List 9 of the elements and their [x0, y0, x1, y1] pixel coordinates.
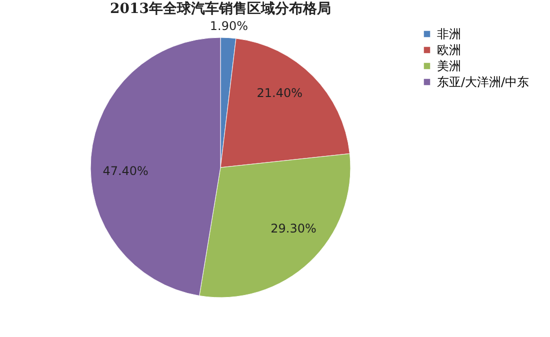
legend-label: 东亚/大洋洲/中东 — [437, 75, 530, 89]
chart-title: 2013年全球汽车销售区域分布格局 — [110, 0, 331, 17]
data-label: 29.30% — [270, 221, 316, 236]
legend-label: 欧洲 — [437, 43, 461, 57]
data-label: 47.40% — [102, 164, 148, 178]
data-label: 1.90% — [210, 18, 248, 33]
data-label: 21.40% — [256, 86, 303, 100]
legend-label: 美洲 — [437, 59, 461, 73]
legend-label: 非洲 — [437, 27, 461, 41]
